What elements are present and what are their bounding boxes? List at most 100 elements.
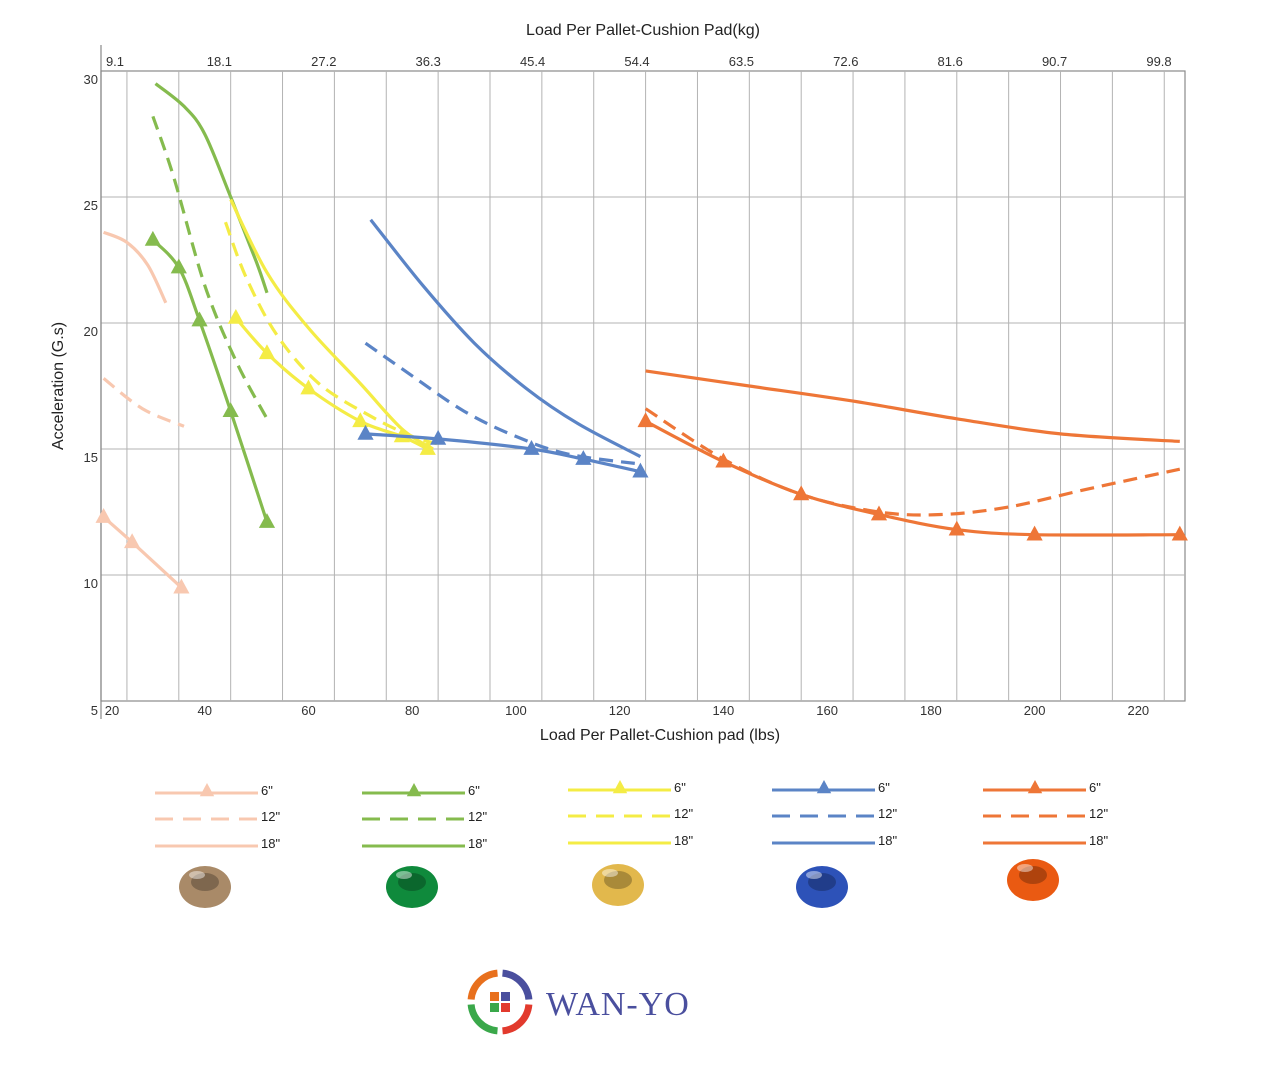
cushion-pad-highlight xyxy=(396,871,412,879)
legend-label: 6" xyxy=(468,783,480,798)
y-tick-label: 20 xyxy=(84,324,98,339)
cushion-pad-hole xyxy=(808,873,836,891)
legend-label: 18" xyxy=(674,833,693,848)
legend-group-1: 6" 12" 18" xyxy=(362,783,487,908)
data-point-marker xyxy=(258,513,276,528)
data-point-marker xyxy=(227,308,244,324)
data-point-marker xyxy=(637,412,654,428)
cushion-pad-highlight xyxy=(189,871,205,879)
top-tick-label: 36.3 xyxy=(416,54,441,69)
x-tick-label: 60 xyxy=(301,703,315,718)
data-point-marker xyxy=(95,508,112,523)
x-tick-label: 160 xyxy=(816,703,838,718)
series-3 xyxy=(144,230,276,528)
series-10 xyxy=(364,341,641,466)
series-line xyxy=(102,230,168,304)
series-line xyxy=(102,377,185,428)
data-point-marker xyxy=(144,230,161,246)
data-point-marker xyxy=(173,578,190,594)
legend-label: 6" xyxy=(878,780,890,795)
brand-logo: WAN-YO xyxy=(467,969,690,1035)
series-line xyxy=(644,407,1181,517)
data-point-marker xyxy=(222,402,239,418)
cushion-pad-hole xyxy=(1019,866,1047,884)
y-tick-label: 15 xyxy=(84,450,98,465)
series-11 xyxy=(369,218,642,459)
x-tick-label: 20 xyxy=(105,703,119,718)
top-tick-label: 90.7 xyxy=(1042,54,1067,69)
series-5 xyxy=(154,82,269,294)
y-tick-label: 30 xyxy=(84,72,98,87)
x-tick-label: 40 xyxy=(197,703,211,718)
plot-frame xyxy=(100,70,1186,702)
y-tick-label: 25 xyxy=(84,198,98,213)
data-point-marker xyxy=(300,379,317,395)
series-12 xyxy=(637,412,1188,541)
data-point-marker xyxy=(1026,525,1043,541)
series-2 xyxy=(102,230,168,304)
data-point-marker xyxy=(523,440,540,455)
top-tick-label: 27.2 xyxy=(311,54,336,69)
cushion-pad-highlight xyxy=(806,871,822,879)
legend: 6" 12" 18" 6" 12" 18" 6" 12" 18" 6" 12" 18" 6" 12" 18" xyxy=(155,780,1108,908)
series-9 xyxy=(357,424,649,478)
legend-label: 12" xyxy=(1089,806,1108,821)
cushion-pad-highlight xyxy=(602,869,618,877)
x-tick-label: 140 xyxy=(713,703,735,718)
legend-label: 18" xyxy=(261,836,280,851)
legend-label: 18" xyxy=(878,833,897,848)
y-tick-label: 10 xyxy=(84,576,98,591)
y-tick-label: 5 xyxy=(91,703,98,718)
cushion-pad-hole xyxy=(398,873,426,891)
data-point-marker xyxy=(258,344,276,360)
legend-label: 6" xyxy=(1089,780,1101,795)
data-point-marker xyxy=(191,311,208,327)
top-tick-label: 99.8 xyxy=(1146,54,1171,69)
series-14 xyxy=(645,369,1180,443)
series-line xyxy=(369,218,642,459)
series-line xyxy=(102,515,183,589)
top-tick-label: 54.4 xyxy=(624,54,649,69)
cushion-pad-hole xyxy=(191,873,219,891)
top-axis-title: Load Per Pallet-Cushion Pad(kg) xyxy=(526,22,760,39)
data-point-marker xyxy=(870,505,888,521)
cushion-pad-hole xyxy=(604,871,632,889)
legend-label: 12" xyxy=(261,809,280,824)
legend-label: 12" xyxy=(878,806,897,821)
top-axis-ticks: 9.1 18.1 27.2 36.3 45.4 54.4 63.5 72.6 81.6 90.7 9… xyxy=(106,54,1172,69)
x-tick-label: 180 xyxy=(920,703,942,718)
brand-name: WAN-YO xyxy=(546,986,690,1023)
x-axis-title: Load Per Pallet-Cushion pad (lbs) xyxy=(540,727,780,744)
cushion-pad-icon xyxy=(1007,859,1059,901)
chart-grid xyxy=(100,45,1186,719)
legend-triangle-marker xyxy=(406,783,422,797)
top-tick-label: 72.6 xyxy=(833,54,858,69)
cushion-pad-icon xyxy=(179,866,231,908)
legend-label: 12" xyxy=(468,809,487,824)
legend-triangle-marker xyxy=(199,783,215,797)
x-tick-label: 200 xyxy=(1024,703,1046,718)
legend-group-3: 6" 12" 18" xyxy=(772,780,897,908)
data-point-marker xyxy=(632,462,649,478)
top-tick-label: 63.5 xyxy=(729,54,754,69)
series-13 xyxy=(644,407,1181,517)
x-tick-label: 220 xyxy=(1127,703,1149,718)
series-line xyxy=(234,316,429,451)
y-axis-ticks: 5 10 15 20 25 30 xyxy=(84,72,98,718)
top-tick-label: 9.1 xyxy=(106,54,124,69)
logo-mark xyxy=(467,969,533,1035)
data-point-marker xyxy=(124,533,141,549)
series-line xyxy=(364,341,641,466)
series-line xyxy=(154,82,269,294)
series-line xyxy=(151,238,269,523)
series-1 xyxy=(102,377,185,428)
series-line xyxy=(229,198,434,451)
data-point-marker xyxy=(1171,525,1188,541)
legend-label: 12" xyxy=(674,806,693,821)
top-tick-label: 81.6 xyxy=(938,54,963,69)
series-layer xyxy=(95,82,1188,594)
series-8 xyxy=(229,198,434,451)
data-point-marker xyxy=(948,520,965,536)
series-0 xyxy=(95,508,190,594)
legend-label: 18" xyxy=(1089,833,1108,848)
